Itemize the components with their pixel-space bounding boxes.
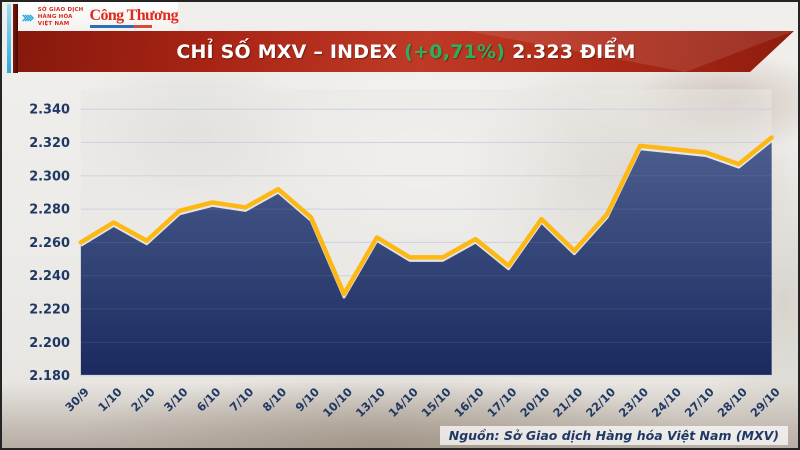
y-axis-tick-label: 2.280 bbox=[29, 203, 70, 218]
header-logo-band: SỞ GIAO DỊCH HÀNG HÓA VIỆT NAM Công Thươ… bbox=[18, 2, 179, 33]
x-axis-tick-label: 23/10 bbox=[616, 385, 651, 420]
x-axis-tick-label: 9/10 bbox=[293, 385, 323, 415]
x-axis-tick-label: 13/10 bbox=[353, 385, 388, 420]
x-axis-tick-label: 16/10 bbox=[451, 385, 486, 420]
x-axis-tick-label: 29/10 bbox=[747, 385, 782, 420]
x-axis-tick-label: 6/10 bbox=[194, 385, 224, 415]
source-attribution: Nguồn: Sở Giao dịch Hàng hóa Việt Nam (M… bbox=[439, 426, 788, 445]
mxv-logo-line-1: SỞ GIAO DỊCH bbox=[37, 7, 84, 14]
mxv-chevrons-icon bbox=[22, 13, 34, 22]
x-axis-tick-label: 1/10 bbox=[95, 385, 125, 415]
y-axis-tick-label: 2.180 bbox=[29, 369, 70, 384]
y-axis-tick-label: 2.220 bbox=[29, 302, 70, 317]
x-axis-tick-label: 24/10 bbox=[649, 385, 684, 420]
mxv-logo-line-2: HÀNG HÓA bbox=[37, 14, 73, 21]
area-fill bbox=[80, 137, 772, 376]
x-axis-tick-label: 8/10 bbox=[260, 385, 290, 415]
x-axis-tick-label: 30/9 bbox=[62, 385, 92, 415]
x-axis-tick-label: 14/10 bbox=[386, 385, 421, 420]
left-maroon-stripe bbox=[13, 4, 18, 73]
x-axis-tick-label: 20/10 bbox=[517, 385, 552, 420]
x-axis-tick-label: 3/10 bbox=[161, 385, 191, 415]
y-axis-tick-label: 2.200 bbox=[29, 336, 70, 351]
left-cyan-stripe bbox=[7, 4, 11, 73]
x-axis-tick-label: 28/10 bbox=[715, 385, 750, 420]
y-axis-tick-label: 2.240 bbox=[29, 269, 70, 284]
mxv-logo-line-3: VIỆT NAM bbox=[37, 20, 70, 27]
y-axis-tick-label: 2.340 bbox=[29, 103, 70, 118]
y-axis-tick-label: 2.300 bbox=[29, 169, 70, 184]
banner-title: CHỈ SỐ MXV – INDEX bbox=[176, 40, 398, 63]
mxv-logo-text: SỞ GIAO DỊCH HÀNG HÓA VIỆT NAM bbox=[38, 7, 84, 28]
line-highlight-edge bbox=[80, 139, 773, 299]
x-axis-tick-label: 15/10 bbox=[419, 385, 454, 420]
chart-title-banner: CHỈ SỐ MXV – INDEX (+0,71%) 2.323 ĐIỂM bbox=[18, 31, 794, 72]
index-line bbox=[78, 135, 774, 297]
x-axis-tick-label: 21/10 bbox=[550, 385, 585, 420]
congthuong-logo: Công Thương bbox=[89, 6, 179, 28]
y-axis-tick-label: 2.260 bbox=[29, 236, 70, 251]
x-axis-tick-label: 10/10 bbox=[320, 385, 355, 420]
x-axis-tick-label: 17/10 bbox=[484, 385, 519, 420]
congthuong-tagline-bar bbox=[89, 24, 152, 28]
x-axis-tick-label: 7/10 bbox=[227, 385, 257, 415]
x-axis-tick-label: 27/10 bbox=[682, 385, 717, 420]
x-axis-tick-label: 2/10 bbox=[128, 385, 158, 415]
x-axis-tick-label: 22/10 bbox=[583, 385, 618, 420]
y-axis-tick-label: 2.320 bbox=[29, 136, 70, 151]
congthuong-masthead: Công Thương bbox=[89, 6, 179, 24]
banner-change-percent: (+0,71%) bbox=[404, 40, 506, 63]
